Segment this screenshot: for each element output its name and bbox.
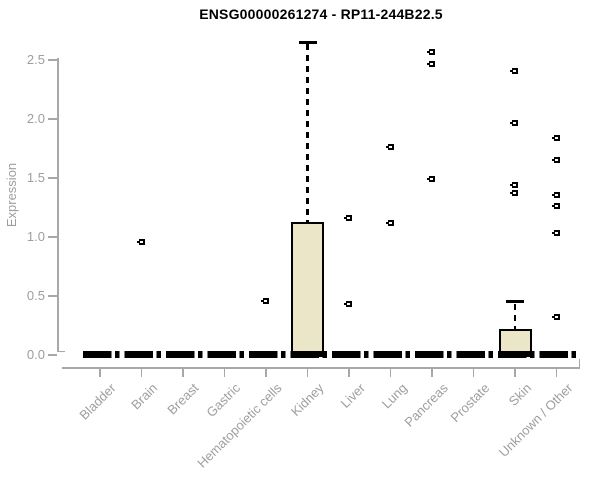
outlier-point bbox=[427, 176, 435, 183]
x-tick bbox=[265, 368, 267, 377]
outlier-point bbox=[344, 301, 352, 308]
y-axis-line bbox=[57, 58, 59, 352]
category-label: Bladder bbox=[76, 380, 119, 423]
x-tick bbox=[431, 368, 433, 377]
outlier-point bbox=[551, 203, 560, 210]
x-tick bbox=[223, 368, 226, 377]
y-axis-endcap bbox=[57, 350, 65, 352]
outlier-point bbox=[136, 238, 145, 245]
x-tick bbox=[306, 368, 309, 377]
zero-baseline bbox=[83, 351, 577, 358]
outlier-point bbox=[261, 297, 269, 304]
x-tick bbox=[140, 368, 143, 377]
category-label: Gastric bbox=[203, 380, 244, 421]
outlier-point bbox=[551, 157, 560, 164]
outlier-point bbox=[427, 48, 435, 55]
y-tick bbox=[48, 118, 57, 120]
y-tick-label: 1.0 bbox=[26, 229, 45, 244]
outlier-point bbox=[510, 182, 518, 189]
x-tick bbox=[555, 368, 558, 377]
outlier-point bbox=[510, 190, 518, 197]
x-axis-endcap bbox=[578, 359, 580, 369]
y-tick-label: 0.5 bbox=[26, 288, 45, 303]
y-tick-label: 1.5 bbox=[26, 170, 45, 185]
category-label: Hematopoietic cells bbox=[194, 380, 285, 471]
box bbox=[498, 329, 532, 354]
y-tick bbox=[48, 59, 57, 61]
category-label: Skin bbox=[505, 380, 534, 409]
x-tick bbox=[472, 368, 475, 377]
outlier-point bbox=[344, 215, 352, 222]
category-label: Breast bbox=[164, 380, 202, 418]
median-line bbox=[291, 350, 324, 357]
category-label: Unknown / Other bbox=[495, 380, 576, 460]
outlier-point bbox=[551, 314, 560, 321]
whisker-line bbox=[306, 44, 309, 222]
x-tick bbox=[389, 368, 392, 377]
category-label: Prostate bbox=[447, 380, 493, 426]
outlier-point bbox=[385, 219, 394, 226]
outlier-point bbox=[510, 119, 518, 126]
y-tick bbox=[48, 295, 57, 297]
whisker-cap bbox=[298, 40, 317, 44]
x-tick bbox=[514, 368, 516, 377]
outlier-point bbox=[427, 60, 435, 67]
outlier-point bbox=[551, 191, 560, 198]
x-tick bbox=[182, 368, 184, 377]
y-tick-label: 2.5 bbox=[26, 52, 45, 67]
x-tick bbox=[99, 368, 101, 377]
category-label: Lung bbox=[378, 380, 410, 412]
category-label: Liver bbox=[337, 380, 368, 411]
y-tick bbox=[48, 354, 57, 356]
whisker-cap bbox=[506, 300, 524, 304]
box bbox=[291, 221, 324, 354]
category-label: Pancreas bbox=[401, 380, 451, 430]
y-tick bbox=[48, 236, 57, 238]
outlier-point bbox=[551, 134, 560, 141]
whisker-line bbox=[513, 303, 517, 330]
y-tick bbox=[48, 177, 57, 179]
chart-title: ENSG00000261274 - RP11-244B22.5 bbox=[199, 6, 443, 22]
x-tick bbox=[348, 368, 350, 377]
outlier-point bbox=[551, 230, 560, 237]
median-line bbox=[498, 350, 532, 357]
outlier-point bbox=[510, 67, 518, 74]
x-axis-line bbox=[62, 367, 580, 369]
category-label: Kidney bbox=[287, 380, 327, 420]
category-label: Brain bbox=[128, 380, 161, 413]
outlier-point bbox=[385, 144, 394, 151]
y-tick-label: 2.0 bbox=[26, 111, 45, 126]
y-tick-label: 0.0 bbox=[26, 347, 45, 362]
